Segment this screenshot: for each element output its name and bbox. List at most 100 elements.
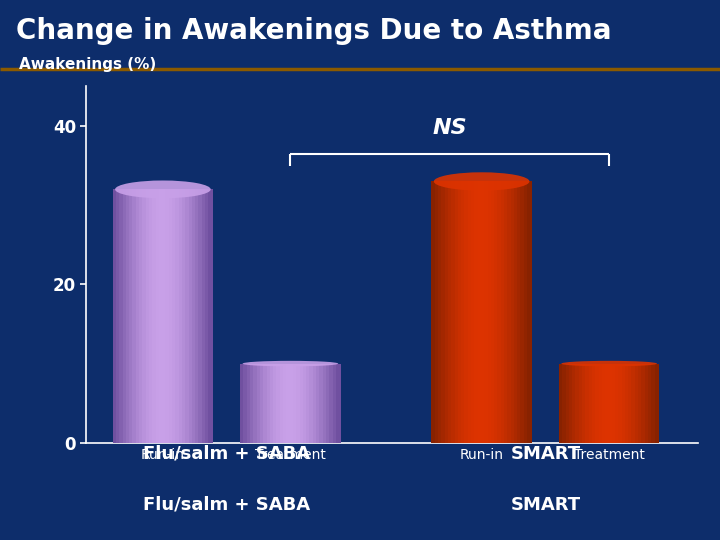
Bar xyxy=(283,363,288,443)
Bar xyxy=(621,363,626,443)
Bar xyxy=(517,181,522,443)
Bar xyxy=(510,181,516,443)
Bar xyxy=(289,363,294,443)
Bar xyxy=(152,190,157,443)
Bar xyxy=(253,363,258,443)
Bar xyxy=(435,181,439,443)
Bar xyxy=(145,190,150,443)
Bar xyxy=(654,363,660,443)
Ellipse shape xyxy=(562,361,657,366)
Bar xyxy=(162,190,167,443)
Bar xyxy=(189,190,193,443)
Bar xyxy=(521,181,526,443)
Bar xyxy=(300,363,305,443)
Bar xyxy=(202,190,207,443)
Bar xyxy=(441,181,446,443)
Ellipse shape xyxy=(243,361,338,366)
Bar xyxy=(438,181,443,443)
Bar xyxy=(247,363,251,443)
Bar xyxy=(628,363,633,443)
Bar xyxy=(500,181,505,443)
Bar xyxy=(120,190,124,443)
Bar xyxy=(605,363,610,443)
Bar xyxy=(638,363,643,443)
Bar xyxy=(471,181,476,443)
Bar xyxy=(320,363,324,443)
Bar xyxy=(498,181,502,443)
Bar xyxy=(159,190,163,443)
Bar xyxy=(595,363,600,443)
Text: Flu/salm + SABA: Flu/salm + SABA xyxy=(143,496,310,514)
Bar xyxy=(306,363,311,443)
Bar xyxy=(451,181,456,443)
Bar xyxy=(448,181,453,443)
Text: Awakenings (%): Awakenings (%) xyxy=(19,57,156,72)
Bar xyxy=(648,363,653,443)
Bar xyxy=(116,190,121,443)
Bar xyxy=(618,363,623,443)
Bar xyxy=(264,363,268,443)
Bar xyxy=(273,363,278,443)
Bar xyxy=(129,190,134,443)
Bar xyxy=(270,363,274,443)
Bar xyxy=(205,190,210,443)
Bar xyxy=(608,363,613,443)
Bar xyxy=(464,181,469,443)
Bar xyxy=(179,190,184,443)
Bar xyxy=(575,363,580,443)
Bar xyxy=(431,181,436,443)
Bar xyxy=(572,363,577,443)
Bar xyxy=(243,363,248,443)
Bar xyxy=(250,363,255,443)
Bar xyxy=(579,363,583,443)
Bar xyxy=(585,363,590,443)
Bar xyxy=(445,181,449,443)
Bar xyxy=(625,363,630,443)
Bar xyxy=(293,363,298,443)
Bar xyxy=(310,363,314,443)
Bar xyxy=(458,181,463,443)
Bar xyxy=(316,363,321,443)
Bar xyxy=(149,190,154,443)
Bar xyxy=(192,190,197,443)
Bar xyxy=(598,363,603,443)
Bar xyxy=(166,190,170,443)
Bar xyxy=(631,363,636,443)
Bar xyxy=(132,190,138,443)
Ellipse shape xyxy=(115,180,211,198)
Bar xyxy=(569,363,574,443)
Bar xyxy=(287,363,291,443)
Text: Change in Awakenings Due to Asthma: Change in Awakenings Due to Asthma xyxy=(16,17,611,45)
Bar xyxy=(156,190,161,443)
Bar xyxy=(136,190,140,443)
Bar xyxy=(336,363,341,443)
Bar xyxy=(182,190,186,443)
Bar xyxy=(485,181,489,443)
Bar xyxy=(508,181,512,443)
Bar xyxy=(126,190,130,443)
Bar xyxy=(474,181,479,443)
Bar xyxy=(562,363,567,443)
Text: Flu/salm + SABA: Flu/salm + SABA xyxy=(143,444,310,463)
Bar xyxy=(329,363,334,443)
Bar xyxy=(185,190,190,443)
Bar xyxy=(195,190,200,443)
Bar xyxy=(326,363,330,443)
Bar xyxy=(122,190,127,443)
Bar xyxy=(527,181,532,443)
Text: SMART: SMART xyxy=(510,496,580,514)
Bar xyxy=(257,363,261,443)
Bar xyxy=(266,363,271,443)
Ellipse shape xyxy=(434,172,529,191)
Bar xyxy=(592,363,597,443)
Bar xyxy=(468,181,472,443)
Bar xyxy=(477,181,482,443)
Bar xyxy=(602,363,606,443)
Bar xyxy=(652,363,656,443)
Bar xyxy=(491,181,495,443)
Bar xyxy=(260,363,265,443)
Bar xyxy=(559,363,564,443)
Bar xyxy=(208,190,213,443)
Bar xyxy=(644,363,649,443)
Bar xyxy=(113,190,117,443)
